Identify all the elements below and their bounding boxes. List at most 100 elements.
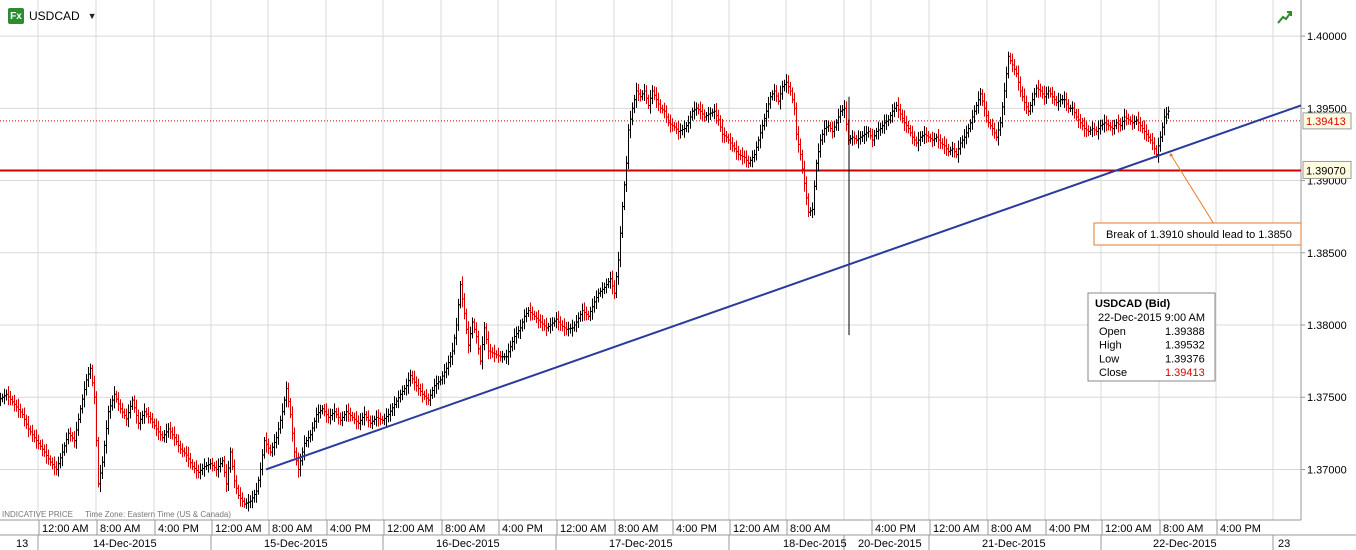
info-box-value: 1.39376	[1165, 353, 1205, 365]
ohlc-bar	[375, 410, 378, 427]
ohlc-bar	[53, 456, 56, 476]
ohlc-bar	[405, 378, 408, 396]
ohlc-bar	[593, 295, 596, 313]
ohlc-bar	[313, 417, 316, 432]
ohlc-bar	[613, 280, 616, 300]
ohlc-bar	[621, 201, 624, 239]
ohlc-bar	[933, 132, 936, 147]
ohlc-bar	[259, 462, 262, 488]
time-label: 8:00 AM	[100, 523, 140, 535]
ohlc-bar	[727, 133, 730, 144]
ohlc-bar	[351, 411, 354, 422]
ohlc-bar	[319, 404, 322, 419]
ohlc-bar	[1109, 122, 1112, 131]
ohlc-bar	[33, 430, 36, 443]
ohlc-bar	[189, 452, 192, 469]
ohlc-bar	[823, 120, 826, 143]
ohlc-bar	[1143, 120, 1146, 140]
ohlc-bar	[641, 90, 644, 101]
ohlc-bar	[965, 125, 968, 145]
ohlc-bar	[687, 115, 690, 133]
ohlc-bar	[751, 150, 754, 168]
ohlc-bar	[947, 144, 950, 157]
ohlc-bar	[597, 288, 600, 303]
ohlc-bar	[883, 114, 886, 134]
ohlc-bar	[853, 131, 856, 145]
ohlc-bar	[881, 120, 884, 134]
ohlc-bar	[141, 410, 144, 425]
ohlc-bar	[749, 156, 752, 167]
time-label: 12:00 AM	[42, 523, 88, 535]
ohlc-bar	[9, 390, 12, 406]
trend-icon[interactable]	[1276, 8, 1294, 26]
ohlc-bar	[1073, 102, 1076, 119]
ohlc-bar	[1053, 90, 1056, 106]
ohlc-bar	[733, 142, 736, 153]
ohlc-bar	[99, 464, 102, 493]
ohlc-bar	[143, 403, 146, 424]
annotation-text: Break of 1.3910 should lead to 1.3850	[1106, 229, 1292, 241]
ohlc-bar	[1123, 108, 1126, 130]
ohlc-bar	[159, 425, 162, 441]
ohlc-bar	[935, 133, 938, 143]
ohlc-bar	[1133, 115, 1136, 129]
symbol-label[interactable]: USDCAD	[29, 9, 80, 23]
time-label: 4:00 PM	[676, 523, 717, 535]
ohlc-bar	[1153, 137, 1156, 155]
ohlc-bar	[633, 94, 636, 114]
ohlc-bar	[737, 145, 740, 161]
ohlc-bar	[309, 430, 312, 443]
y-tick-label: 1.40000	[1307, 31, 1347, 43]
ohlc-bar	[643, 83, 646, 101]
ohlc-bar	[833, 121, 836, 138]
ohlc-bar	[43, 444, 46, 457]
ohlc-bar	[671, 118, 674, 132]
ohlc-bar	[1039, 83, 1042, 97]
ohlc-bar	[305, 436, 308, 448]
ohlc-bar	[825, 120, 828, 136]
ohlc-bar	[1075, 109, 1078, 121]
ohlc-bar	[551, 317, 554, 331]
ohlc-bar	[121, 402, 124, 419]
ohlc-bar	[515, 326, 518, 344]
ohlc-bar	[461, 276, 464, 308]
trendline	[265, 104, 1302, 471]
ohlc-bar	[95, 391, 98, 447]
ohlc-bar	[957, 140, 960, 163]
ohlc-bar	[791, 87, 794, 104]
time-label: 12:00 AM	[933, 523, 979, 535]
ohlc-bar	[765, 102, 768, 127]
ohlc-bar	[407, 372, 410, 394]
ohlc-bar	[555, 312, 558, 329]
time-label: 12:00 AM	[733, 523, 779, 535]
ohlc-bar	[67, 428, 70, 445]
ohlc-bar	[237, 484, 240, 500]
ohlc-bar	[267, 438, 270, 455]
ohlc-bar	[573, 321, 576, 332]
ohlc-bar	[877, 121, 880, 140]
ohlc-bar	[859, 131, 862, 145]
ohlc-bar	[49, 455, 52, 466]
ohlc-bar	[387, 408, 390, 423]
ohlc-bar	[1027, 102, 1030, 116]
ohlc-bar	[697, 103, 700, 115]
ohlc-bar	[21, 408, 24, 419]
ohlc-bar	[449, 352, 452, 368]
ohlc-bar	[417, 378, 420, 396]
ohlc-bar	[193, 461, 196, 474]
ohlc-bar	[813, 180, 816, 216]
ohlc-bar	[149, 411, 152, 424]
date-label: 17-Dec-2015	[609, 538, 673, 550]
support-price-tag-box	[1302, 160, 1352, 179]
ohlc-bar	[651, 85, 654, 105]
ohlc-bar	[797, 126, 800, 153]
ohlc-bar	[1017, 65, 1020, 91]
ohlc-bar	[85, 373, 88, 396]
ohlc-bar	[627, 124, 630, 170]
symbol-dropdown-icon[interactable]: ▼	[87, 11, 97, 21]
ohlc-bar	[15, 399, 18, 412]
ohlc-bar	[821, 129, 824, 145]
ohlc-bar	[703, 109, 706, 122]
info-box-frame	[1087, 292, 1216, 382]
